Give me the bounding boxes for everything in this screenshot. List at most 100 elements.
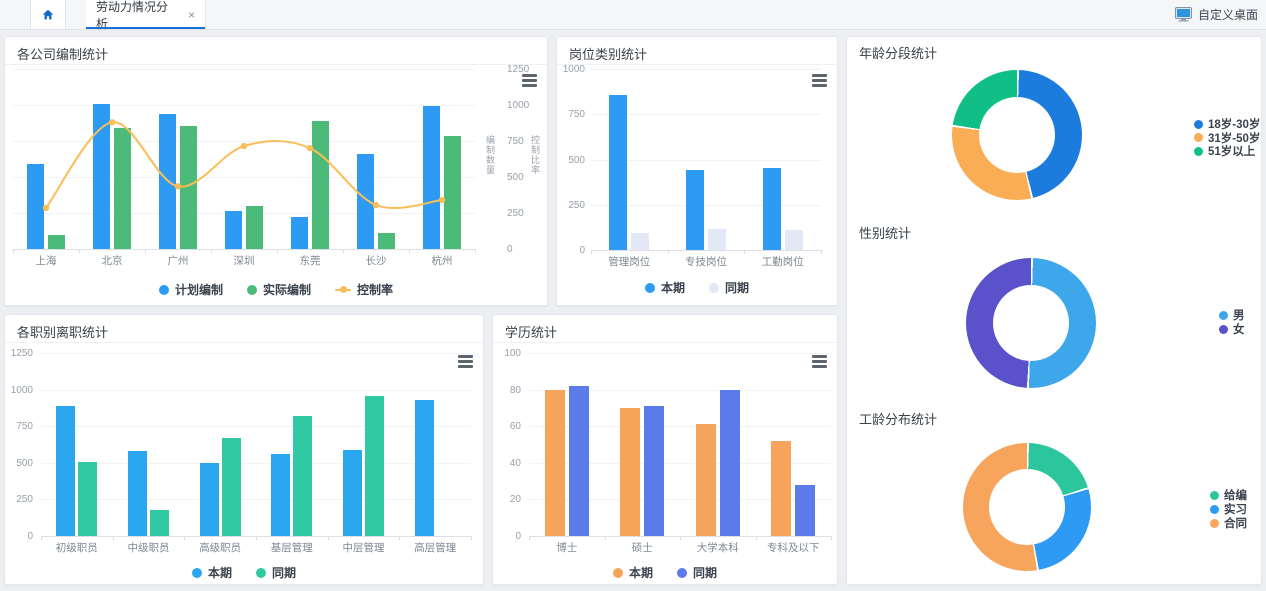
bar-s0-c6[interactable] — [423, 106, 440, 249]
chart-menu-icon[interactable] — [812, 355, 827, 370]
customize-desktop-button[interactable]: 自定义桌面 — [1174, 0, 1258, 29]
x-category-label: 硕士 — [631, 542, 653, 554]
gridline — [529, 462, 831, 464]
bar-s1-c3[interactable] — [246, 205, 263, 249]
bar-s0-c1[interactable] — [93, 104, 110, 249]
bar-s1-c3[interactable] — [795, 484, 816, 536]
x-category-label: 专技岗位 — [685, 256, 727, 268]
gridline — [591, 159, 821, 161]
x-axis-tick — [744, 250, 746, 254]
bar-s0-c0[interactable] — [544, 389, 565, 536]
line-marker[interactable] — [306, 145, 314, 152]
legend-item-0[interactable]: 本期 — [191, 564, 232, 581]
y-tick-label: 1000 — [507, 100, 530, 111]
bar-s1-c0[interactable] — [78, 462, 98, 536]
x-axis-tick — [184, 536, 186, 540]
x-category-label: 长沙 — [365, 255, 387, 267]
bar-s0-c1[interactable] — [620, 407, 641, 536]
legend-item-2[interactable]: 51岁以上 — [1194, 143, 1255, 159]
bar-s1-c1[interactable] — [150, 510, 169, 536]
legend-dot — [246, 284, 257, 295]
gridline — [41, 462, 471, 464]
legend-item-1[interactable]: 同期 — [256, 564, 296, 581]
legend: 本期 同期 — [557, 279, 837, 296]
bar-s1-c1[interactable] — [114, 128, 131, 249]
legend-item-1[interactable]: 女 — [1219, 321, 1245, 337]
home-icon — [42, 9, 54, 19]
tab-close-icon[interactable]: × — [187, 7, 195, 22]
bar-s0-c3[interactable] — [271, 454, 291, 536]
bar-s1-c0[interactable] — [631, 232, 650, 250]
legend-item-0[interactable]: 18岁-30岁 — [1194, 116, 1260, 132]
panel-education: 学历统计 0 20 40 60 80 100 博士 硕士 大学本科 专科及以下 本期 同期 — [492, 314, 838, 585]
legend-item-0[interactable]: 男 — [1219, 307, 1245, 323]
y-tick-label: 80 — [509, 384, 521, 396]
x-axis-tick — [277, 249, 278, 253]
y-tick-label: 250 — [507, 208, 524, 219]
gridline — [13, 213, 475, 214]
legend-item-1[interactable]: 实际编制 — [246, 281, 311, 298]
tab-label: 劳动力情况分析 — [96, 0, 169, 31]
x-category-label: 博士 — [556, 542, 578, 554]
bar-s0-c1[interactable] — [686, 170, 704, 250]
bar-s0-c2[interactable] — [199, 462, 219, 536]
legend-item-0[interactable]: 本期 — [612, 564, 653, 581]
line-marker[interactable] — [108, 119, 116, 126]
tab-labor-analysis[interactable]: 劳动力情况分析 × — [86, 0, 206, 31]
y-tick-label: 500 — [16, 457, 33, 469]
home-tab[interactable] — [30, 0, 66, 29]
bar-s0-c0[interactable] — [56, 405, 76, 536]
bar-s0-c3[interactable] — [225, 210, 242, 249]
y-tick-label: 0 — [27, 531, 33, 542]
bar-s1-c5[interactable] — [378, 233, 395, 249]
legend-item-0[interactable]: 给编 — [1210, 487, 1247, 503]
bar-s0-c1[interactable] — [128, 451, 147, 536]
bar-s0-c0[interactable] — [609, 95, 628, 250]
section-title-gender: 性别统计 — [859, 226, 912, 241]
bar-s0-c2[interactable] — [762, 167, 781, 250]
line-marker[interactable] — [372, 201, 380, 209]
bar-s0-c4[interactable] — [291, 217, 308, 249]
legend-item-0[interactable]: 计划编制 — [158, 281, 223, 298]
legend-item-1[interactable]: 实习 — [1210, 501, 1247, 517]
chart-menu-icon[interactable] — [458, 355, 473, 370]
bar-s0-c2[interactable] — [695, 424, 716, 536]
chart-canvas: 0 250 500 750 1000 管理岗位 专技岗位 工勤岗位 本期 同期 — [557, 64, 837, 305]
legend: 计划编制 实际编制 控制率 — [5, 281, 547, 298]
bar-s1-c2[interactable] — [784, 230, 803, 250]
bar-s0-c5[interactable] — [357, 154, 374, 249]
legend-item-1[interactable]: 同期 — [677, 564, 717, 581]
customize-desktop-label: 自定义桌面 — [1197, 8, 1258, 22]
bar-s1-c2[interactable] — [221, 437, 241, 536]
line-marker[interactable] — [42, 204, 50, 212]
line-marker[interactable] — [174, 183, 182, 190]
bar-s0-c4[interactable] — [343, 450, 362, 536]
chart-menu-icon[interactable] — [522, 74, 537, 89]
bar-s0-c3[interactable] — [771, 440, 792, 536]
chart-menu-icon[interactable] — [812, 74, 827, 89]
legend-item-1[interactable]: 31岁-50岁 — [1194, 130, 1260, 146]
bar-s1-c2[interactable] — [719, 389, 740, 536]
chart-canvas: 18岁-30岁 31岁-50岁 51岁以上男女给编 实习 合同 — [847, 37, 1261, 584]
bar-s1-c6[interactable] — [444, 136, 461, 249]
bar-s1-c3[interactable] — [293, 416, 313, 536]
x-axis-tick — [79, 249, 80, 253]
line-marker[interactable] — [438, 196, 446, 204]
bar-s1-c0[interactable] — [48, 235, 65, 249]
legend-label: 控制率 — [357, 283, 394, 297]
gridline — [13, 69, 475, 70]
bar-s1-c1[interactable] — [644, 406, 665, 536]
legend-item-2[interactable]: 合同 — [1210, 515, 1247, 531]
bar-s1-c2[interactable] — [180, 125, 197, 249]
bar-s1-c4[interactable] — [365, 396, 384, 536]
legend-dot — [677, 567, 687, 578]
line-marker[interactable] — [240, 142, 248, 150]
legend-label: 31岁-50岁 — [1208, 132, 1261, 145]
legend-item-0[interactable]: 本期 — [644, 279, 685, 296]
bar-s1-c1[interactable] — [708, 229, 726, 250]
legend-item-1[interactable]: 同期 — [709, 279, 749, 296]
bar-s0-c5[interactable] — [414, 399, 434, 536]
bar-s1-c0[interactable] — [568, 385, 589, 536]
bar-s0-c0[interactable] — [27, 164, 44, 249]
legend-item-2[interactable]: 控制率 — [335, 281, 393, 298]
